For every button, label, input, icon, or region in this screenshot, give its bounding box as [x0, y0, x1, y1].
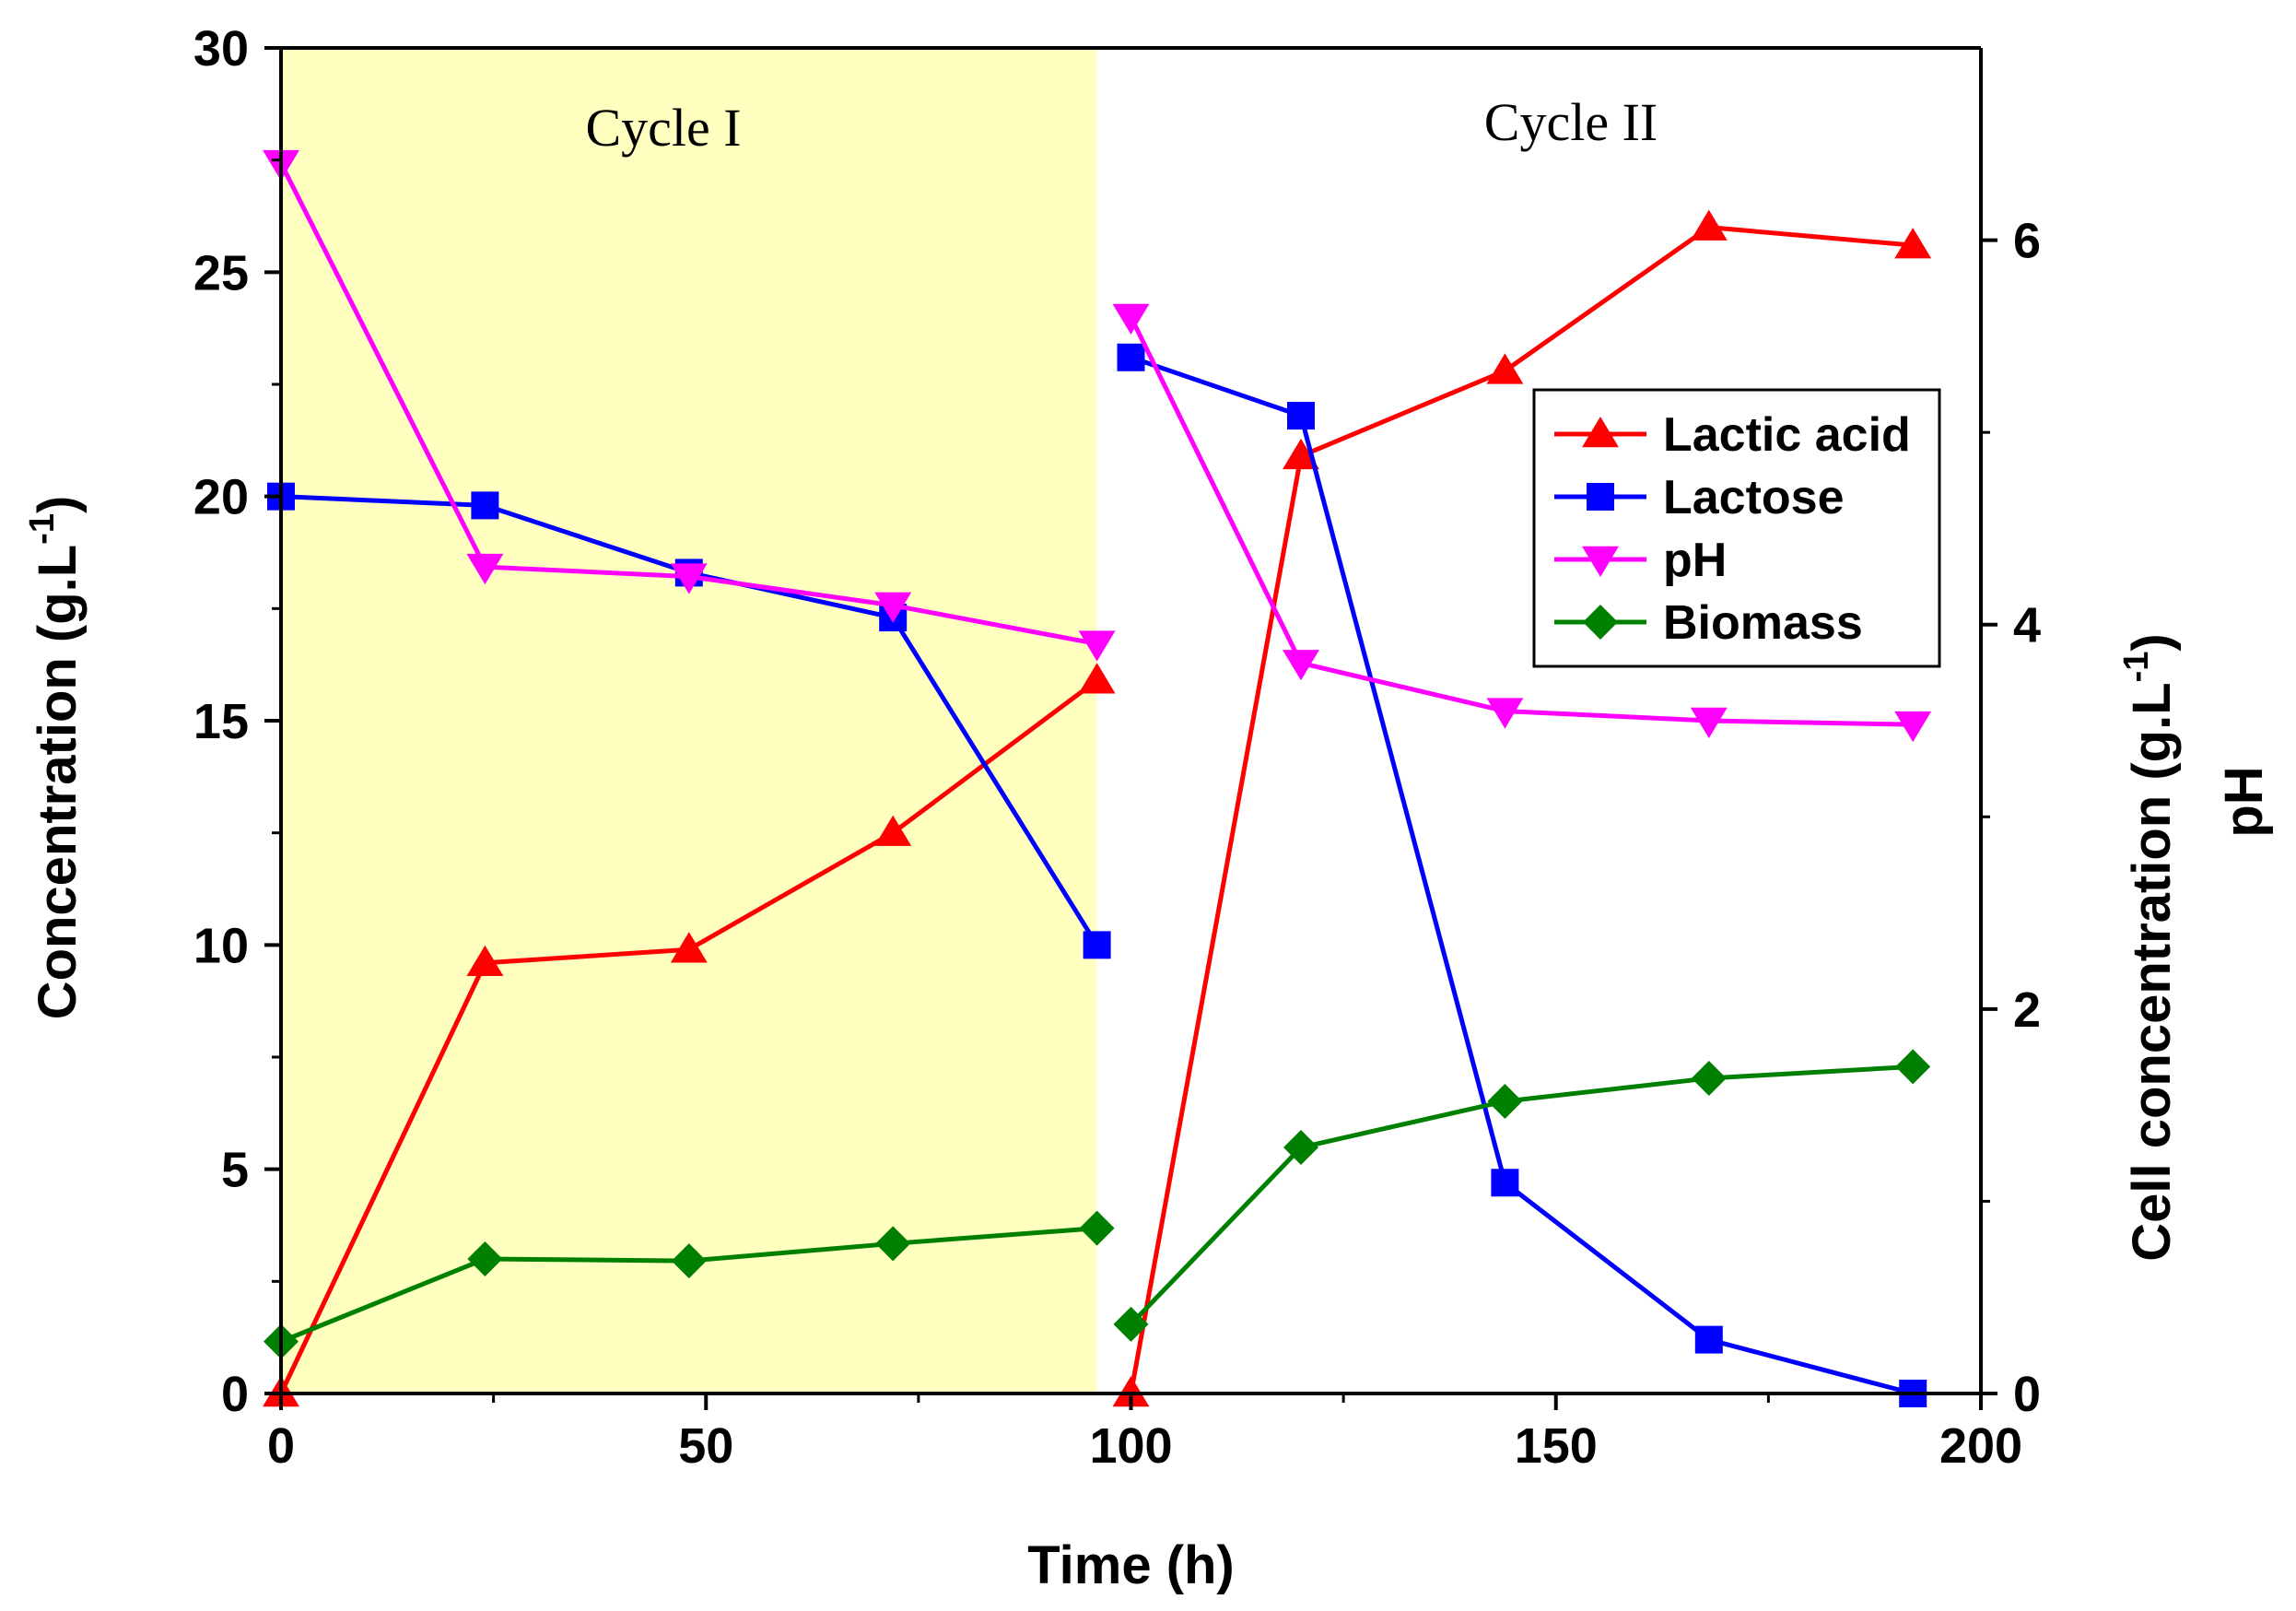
biomass-point — [875, 1226, 911, 1262]
x-tick-label: 150 — [1515, 1418, 1598, 1474]
lactic-acid-point — [1112, 1376, 1150, 1407]
legend: Lactic acid Lactose pH Biomass — [1532, 388, 1941, 668]
ph-point — [1112, 303, 1150, 335]
x-axis-title: Time (h) — [1027, 1535, 1235, 1595]
series-layer — [263, 149, 1932, 1407]
cycle-regions — [281, 48, 1981, 1393]
biomass-point — [467, 1241, 503, 1276]
ph-point — [1690, 707, 1728, 738]
legend-label-lactic-acid: Lactic acid — [1663, 408, 1911, 462]
legend-marker-biomass — [1583, 605, 1618, 640]
legend-marker-lactose — [1587, 483, 1614, 511]
lactic-acid-point — [1283, 438, 1319, 470]
y-right-tick-label: 0 — [2013, 1367, 2041, 1422]
y-right-tick-label: 6 — [2013, 214, 2041, 269]
y-left-tick-label: 25 — [193, 245, 249, 300]
lactic-acid-point — [1078, 663, 1116, 694]
lactic-acid-point — [1894, 228, 1932, 259]
lactose-point — [471, 491, 499, 520]
series-lactic-acid — [263, 209, 1932, 1407]
cycle-region-1 — [281, 48, 1097, 1393]
lactic-acid-point — [874, 815, 912, 846]
y-right-tick-label: 4 — [2013, 598, 2041, 653]
ph-point — [670, 563, 708, 594]
legend-marker-ph — [1582, 546, 1619, 577]
y-right-axis-title-ph: pH — [2214, 766, 2274, 837]
lactic-acid-point — [466, 945, 504, 977]
x-tick-label: 200 — [1939, 1418, 2022, 1474]
lactose-point — [1117, 343, 1145, 371]
ph-point — [1283, 650, 1319, 681]
cycle-region-2 — [1096, 48, 1981, 1393]
x-tick-label: 50 — [678, 1418, 733, 1474]
biomass-point — [1113, 1306, 1149, 1342]
x-tick-label: 0 — [267, 1418, 295, 1474]
y-right-tick-label: 2 — [2013, 982, 2041, 1038]
legend-label-ph: pH — [1663, 534, 1727, 587]
x-tick-label: 100 — [1089, 1418, 1172, 1474]
y-left-tick-label: 5 — [221, 1143, 249, 1198]
y-left-tick-label: 10 — [193, 918, 249, 973]
y-right-axis-title: Cell concentration (g.L-1) — [2117, 633, 2182, 1262]
biomass-point — [1691, 1060, 1727, 1096]
lactic-acid-point — [1690, 209, 1728, 241]
cycle-labels: Cycle I Cycle II — [585, 92, 1658, 158]
biomass-point — [671, 1243, 707, 1279]
lactose-point — [1287, 402, 1315, 430]
lactose-point — [1491, 1169, 1519, 1197]
y-left-tick-label: 15 — [193, 694, 249, 749]
lactic-acid-point — [670, 932, 708, 963]
legend-marker-lactic-acid — [1582, 417, 1619, 448]
series-ph — [263, 149, 1932, 743]
ph-point — [1078, 630, 1116, 662]
cycle-label-2: Cycle II — [1484, 92, 1658, 152]
lactose-point — [1694, 1325, 1723, 1354]
ph-point — [874, 592, 912, 623]
legend-label-lactose: Lactose — [1663, 471, 1845, 524]
y-left-tick-label: 0 — [221, 1367, 249, 1422]
series-lactose — [267, 343, 1927, 1407]
y-left-axis-title: Concentration (g.L-1) — [23, 496, 88, 1020]
legend-label-biomass: Biomass — [1663, 596, 1863, 650]
biomass-point — [1079, 1210, 1115, 1246]
ph-point — [1894, 711, 1932, 743]
ph-point — [1486, 698, 1524, 729]
ph-point — [466, 553, 504, 585]
biomass-point — [1283, 1130, 1318, 1166]
y-left-tick-label: 30 — [193, 21, 249, 76]
y-left-tick-label: 20 — [193, 470, 249, 525]
biomass-point — [1487, 1083, 1523, 1119]
cycle-label-1: Cycle I — [585, 98, 741, 158]
lactic-acid-point — [1486, 353, 1524, 384]
lactose-point — [1083, 931, 1111, 959]
biomass-point — [1895, 1049, 1931, 1085]
